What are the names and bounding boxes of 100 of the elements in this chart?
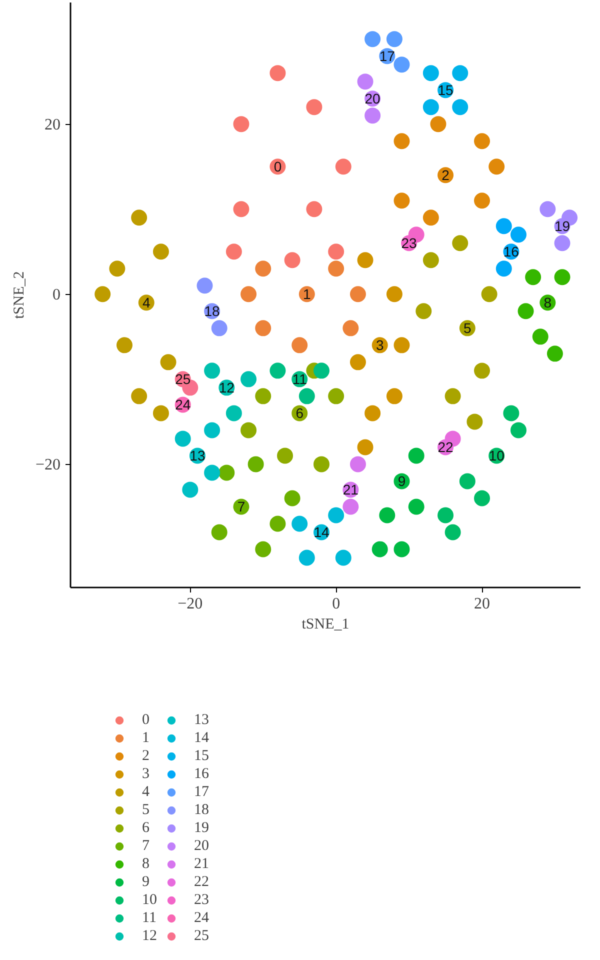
text: 14 xyxy=(314,524,330,540)
text: 0 xyxy=(274,158,282,175)
point xyxy=(131,210,148,226)
text: 21 xyxy=(342,482,358,498)
point xyxy=(496,260,512,277)
point xyxy=(226,244,242,260)
point xyxy=(342,498,359,515)
point xyxy=(474,192,490,209)
point xyxy=(255,320,272,336)
point xyxy=(131,388,148,404)
legend-label: 10 xyxy=(142,891,158,909)
point xyxy=(204,464,220,481)
legend-label: 13 xyxy=(194,711,210,729)
text: 7 xyxy=(237,498,246,515)
text: 23 xyxy=(401,235,417,252)
y-tick-label: −20 xyxy=(35,456,61,474)
text: 11 xyxy=(292,371,307,388)
point xyxy=(328,244,344,260)
point xyxy=(255,260,272,277)
point xyxy=(248,456,264,472)
point xyxy=(496,218,512,234)
point xyxy=(350,354,366,370)
point xyxy=(408,498,424,515)
legend-label: 8 xyxy=(142,855,150,873)
point xyxy=(270,362,286,379)
point xyxy=(452,99,468,116)
point xyxy=(466,414,483,430)
legend-label: 4 xyxy=(142,783,150,801)
point xyxy=(510,226,526,243)
point xyxy=(335,550,352,566)
legend-label: 25 xyxy=(194,927,210,945)
point xyxy=(474,362,490,379)
point xyxy=(554,269,570,286)
point xyxy=(422,252,439,268)
point xyxy=(160,354,176,370)
point xyxy=(298,388,315,404)
point xyxy=(452,235,468,252)
point xyxy=(226,405,242,422)
point xyxy=(394,337,410,354)
text: 17 xyxy=(379,48,395,64)
point xyxy=(379,507,396,524)
legend-label: 5 xyxy=(142,801,150,819)
x-tick-label: 20 xyxy=(474,596,490,612)
point xyxy=(357,439,374,456)
legend-label: 18 xyxy=(194,801,210,819)
point xyxy=(386,286,402,302)
text: 4 xyxy=(142,294,150,311)
point xyxy=(270,65,286,82)
point xyxy=(386,388,402,404)
point xyxy=(364,31,381,48)
point xyxy=(152,405,169,422)
point xyxy=(525,269,542,286)
point xyxy=(394,192,410,209)
point xyxy=(284,490,300,506)
point xyxy=(328,388,344,404)
text: 25 xyxy=(175,371,191,388)
point xyxy=(94,286,111,302)
point xyxy=(292,337,308,354)
y-tick-label: 20 xyxy=(44,116,60,134)
legend-label: 14 xyxy=(194,729,210,747)
point xyxy=(422,99,439,116)
point xyxy=(532,328,548,345)
point xyxy=(335,158,352,175)
text: 19 xyxy=(554,218,570,234)
point xyxy=(313,362,330,379)
text: 15 xyxy=(438,82,454,98)
point xyxy=(270,516,286,532)
point xyxy=(357,74,374,90)
point xyxy=(364,405,381,422)
x-tick-label: 0 xyxy=(332,596,340,612)
point xyxy=(422,210,439,226)
text: 20 xyxy=(364,90,380,107)
point xyxy=(438,507,454,524)
legend-label: 11 xyxy=(142,909,158,927)
legend-label: 17 xyxy=(194,783,210,801)
text: 22 xyxy=(438,439,454,456)
point xyxy=(422,65,439,82)
point xyxy=(481,286,498,302)
point xyxy=(357,252,374,268)
point xyxy=(152,244,169,260)
point xyxy=(408,448,424,464)
point xyxy=(233,201,250,218)
point xyxy=(372,541,388,558)
point xyxy=(416,303,432,320)
legend-label: 24 xyxy=(194,909,210,927)
legend-label: 22 xyxy=(194,873,210,891)
text: 13 xyxy=(190,448,206,464)
point xyxy=(430,116,446,132)
point xyxy=(284,252,300,268)
point xyxy=(306,99,322,116)
point xyxy=(510,422,526,438)
text: 10 xyxy=(488,448,504,464)
point xyxy=(211,320,228,336)
point xyxy=(255,541,272,558)
point xyxy=(394,541,410,558)
point xyxy=(444,388,461,404)
point xyxy=(342,320,359,336)
text: 9 xyxy=(398,473,406,490)
point xyxy=(518,303,534,320)
point xyxy=(459,473,476,490)
